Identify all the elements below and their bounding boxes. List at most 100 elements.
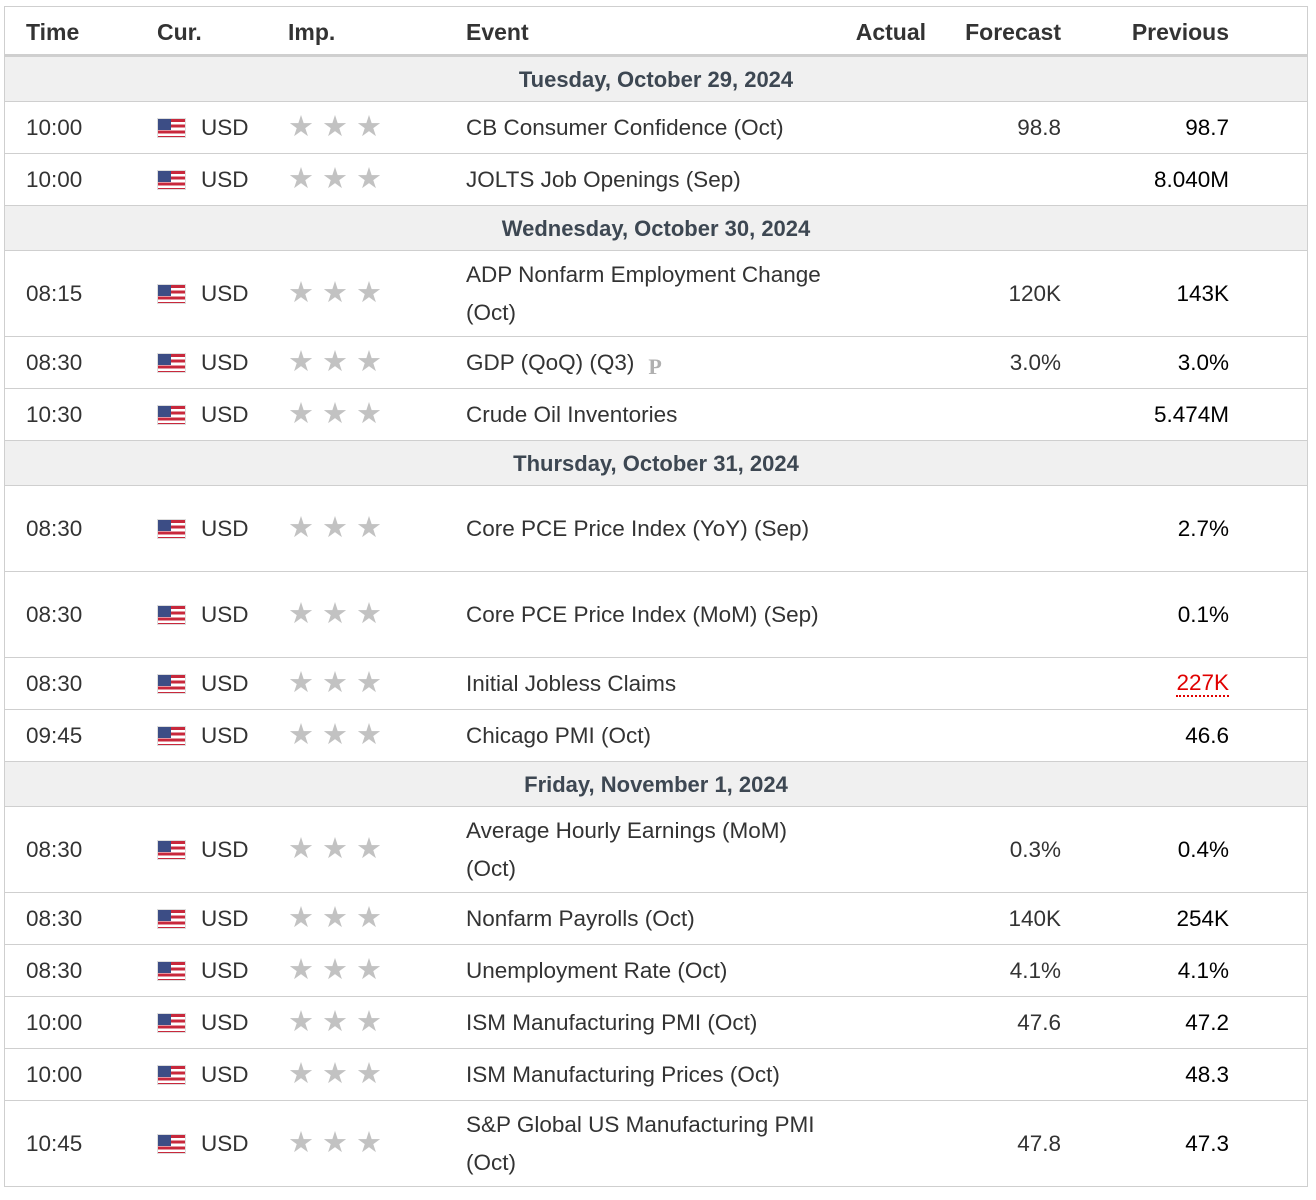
previous-value: 4.1% [1177,957,1229,983]
us-flag-icon [157,1133,186,1154]
star-icon: ★ [288,598,314,630]
us-flag-icon [157,673,186,694]
column-header-forecast[interactable]: Forecast [965,19,1061,45]
us-flag-icon [157,169,186,190]
star-icon: ★ [322,277,348,309]
event-forecast: 47.8 [1017,1130,1061,1156]
event-time: 08:15 [26,280,83,306]
event-name-cell: Chicago PMI (Oct) [466,710,836,761]
star-rating: ★ ★ ★ [288,1008,382,1037]
star-icon: ★ [322,398,348,430]
event-row[interactable]: 09:45 USD ★ ★ ★ Chicago PMI (Oct) 46.6 [5,709,1307,761]
event-name[interactable]: S&P Global US Manufacturing PMI (Oct) [466,1111,815,1175]
event-previous: 46.6 [1185,710,1229,761]
event-name[interactable]: Core PCE Price Index (YoY) (Sep) [466,515,810,541]
event-name-cell: CB Consumer Confidence (Oct) [466,102,836,153]
star-icon: ★ [288,1058,314,1090]
star-icon: ★ [288,833,314,865]
event-name-cell: ISM Manufacturing Prices (Oct) [466,1049,836,1100]
event-name[interactable]: Unemployment Rate (Oct) [466,957,728,983]
event-currency: USD [157,1101,249,1186]
importance-stars: ★ ★ ★ [288,154,382,205]
event-row[interactable]: 10:00 USD ★ ★ ★ ISM Manufacturing PMI (Oct) 47… [5,996,1307,1048]
event-row[interactable]: 08:30 USD ★ ★ ★ Core PCE Price Index (MoM) (S… [5,571,1307,657]
event-previous: 4.1% [1178,945,1229,996]
us-flag-icon [157,1012,186,1033]
star-icon: ★ [356,1127,382,1159]
event-name[interactable]: ISM Manufacturing PMI (Oct) [466,1009,758,1035]
event-name[interactable]: Crude Oil Inventories [466,401,678,427]
event-name[interactable]: Chicago PMI (Oct) [466,722,652,748]
star-icon: ★ [356,1006,382,1038]
event-row[interactable]: 08:30 USD ★ ★ ★ GDP (QoQ) (Q3) P 3.0% 3.0% [5,336,1307,388]
event-name[interactable]: ISM Manufacturing Prices (Oct) [466,1061,780,1087]
event-currency: USD [157,807,249,892]
star-icon: ★ [288,954,314,986]
event-name[interactable]: JOLTS Job Openings (Sep) [466,166,741,192]
importance-stars: ★ ★ ★ [288,893,382,944]
column-header-currency[interactable]: Cur. [157,19,202,45]
star-icon: ★ [322,1058,348,1090]
event-name[interactable]: Nonfarm Payrolls (Oct) [466,905,695,931]
star-icon: ★ [356,512,382,544]
importance-stars: ★ ★ ★ [288,486,382,571]
currency-code: USD [201,1061,249,1087]
star-icon: ★ [322,902,348,934]
event-name[interactable]: ADP Nonfarm Employment Change (Oct) [466,261,821,325]
event-row[interactable]: 08:30 USD ★ ★ ★ Average Hourly Earnings (MoM)… [5,806,1307,892]
event-row[interactable]: 10:00 USD ★ ★ ★ CB Consumer Confidence (Oct) 9… [5,101,1307,153]
event-name-cell: JOLTS Job Openings (Sep) [466,154,836,205]
star-icon: ★ [288,1006,314,1038]
star-icon: ★ [322,954,348,986]
us-flag-icon [157,518,186,539]
event-row[interactable]: 08:30 USD ★ ★ ★ Unemployment Rate (Oct) 4.1% 4.… [5,944,1307,996]
star-icon: ★ [356,902,382,934]
column-header-importance[interactable]: Imp. [288,19,336,45]
star-rating: ★ ★ ★ [288,165,382,194]
column-header-event[interactable]: Event [466,19,529,45]
previous-value: 46.6 [1185,722,1229,748]
us-flag-icon [157,404,186,425]
star-icon: ★ [356,954,382,986]
star-icon: ★ [356,163,382,195]
economic-calendar-table: Time Cur. Imp. Event Actual Forecast Pre… [4,6,1308,1187]
event-row[interactable]: 10:30 USD ★ ★ ★ Crude Oil Inventories 5.474M [5,388,1307,440]
event-row[interactable]: 10:00 USD ★ ★ ★ ISM Manufacturing Prices (Oct… [5,1048,1307,1100]
star-rating: ★ ★ ★ [288,721,382,750]
star-icon: ★ [288,111,314,143]
event-name[interactable]: Core PCE Price Index (MoM) (Sep) [466,601,819,627]
star-icon: ★ [288,902,314,934]
event-name[interactable]: Initial Jobless Claims [466,670,677,696]
event-previous: 0.4% [1178,807,1229,892]
us-flag-icon [157,1064,186,1085]
previous-value: 47.3 [1185,1130,1229,1156]
column-header-actual[interactable]: Actual [855,19,926,45]
event-forecast: 120K [1008,280,1061,306]
event-name[interactable]: GDP (QoQ) (Q3) [466,349,635,375]
event-time: 10:00 [26,1009,83,1035]
importance-stars: ★ ★ ★ [288,337,382,388]
event-time: 08:30 [26,601,83,627]
column-header-previous[interactable]: Previous [1131,19,1229,45]
day-header-row: Wednesday, October 30, 2024 [5,205,1307,250]
star-rating: ★ ★ ★ [288,113,382,142]
previous-value: 254K [1176,905,1229,931]
revised-previous-value[interactable]: 227K [1176,669,1229,697]
event-currency: USD [157,251,249,336]
event-name-cell: Initial Jobless Claims [466,658,836,709]
event-row[interactable]: 10:00 USD ★ ★ ★ JOLTS Job Openings (Sep) 8.040… [5,153,1307,205]
event-row[interactable]: 08:30 USD ★ ★ ★ Nonfarm Payrolls (Oct) 140K 254… [5,892,1307,944]
event-name[interactable]: Average Hourly Earnings (MoM) (Oct) [466,817,787,881]
event-previous: 0.1% [1178,572,1229,657]
column-header-time[interactable]: Time [26,19,80,45]
event-name[interactable]: CB Consumer Confidence (Oct) [466,114,784,140]
event-row[interactable]: 08:15 USD ★ ★ ★ ADP Nonfarm Employment Change… [5,250,1307,336]
event-previous: 47.3 [1185,1101,1229,1186]
event-currency: USD [157,337,249,388]
star-rating: ★ ★ ★ [288,1129,382,1158]
event-row[interactable]: 08:30 USD ★ ★ ★ Initial Jobless Claims 227K [5,657,1307,709]
star-icon: ★ [322,163,348,195]
currency-code: USD [201,1009,249,1035]
event-row[interactable]: 08:30 USD ★ ★ ★ Core PCE Price Index (YoY) (S… [5,485,1307,571]
event-row[interactable]: 10:45 USD ★ ★ ★ S&P Global US Manufacturing P… [5,1100,1307,1186]
